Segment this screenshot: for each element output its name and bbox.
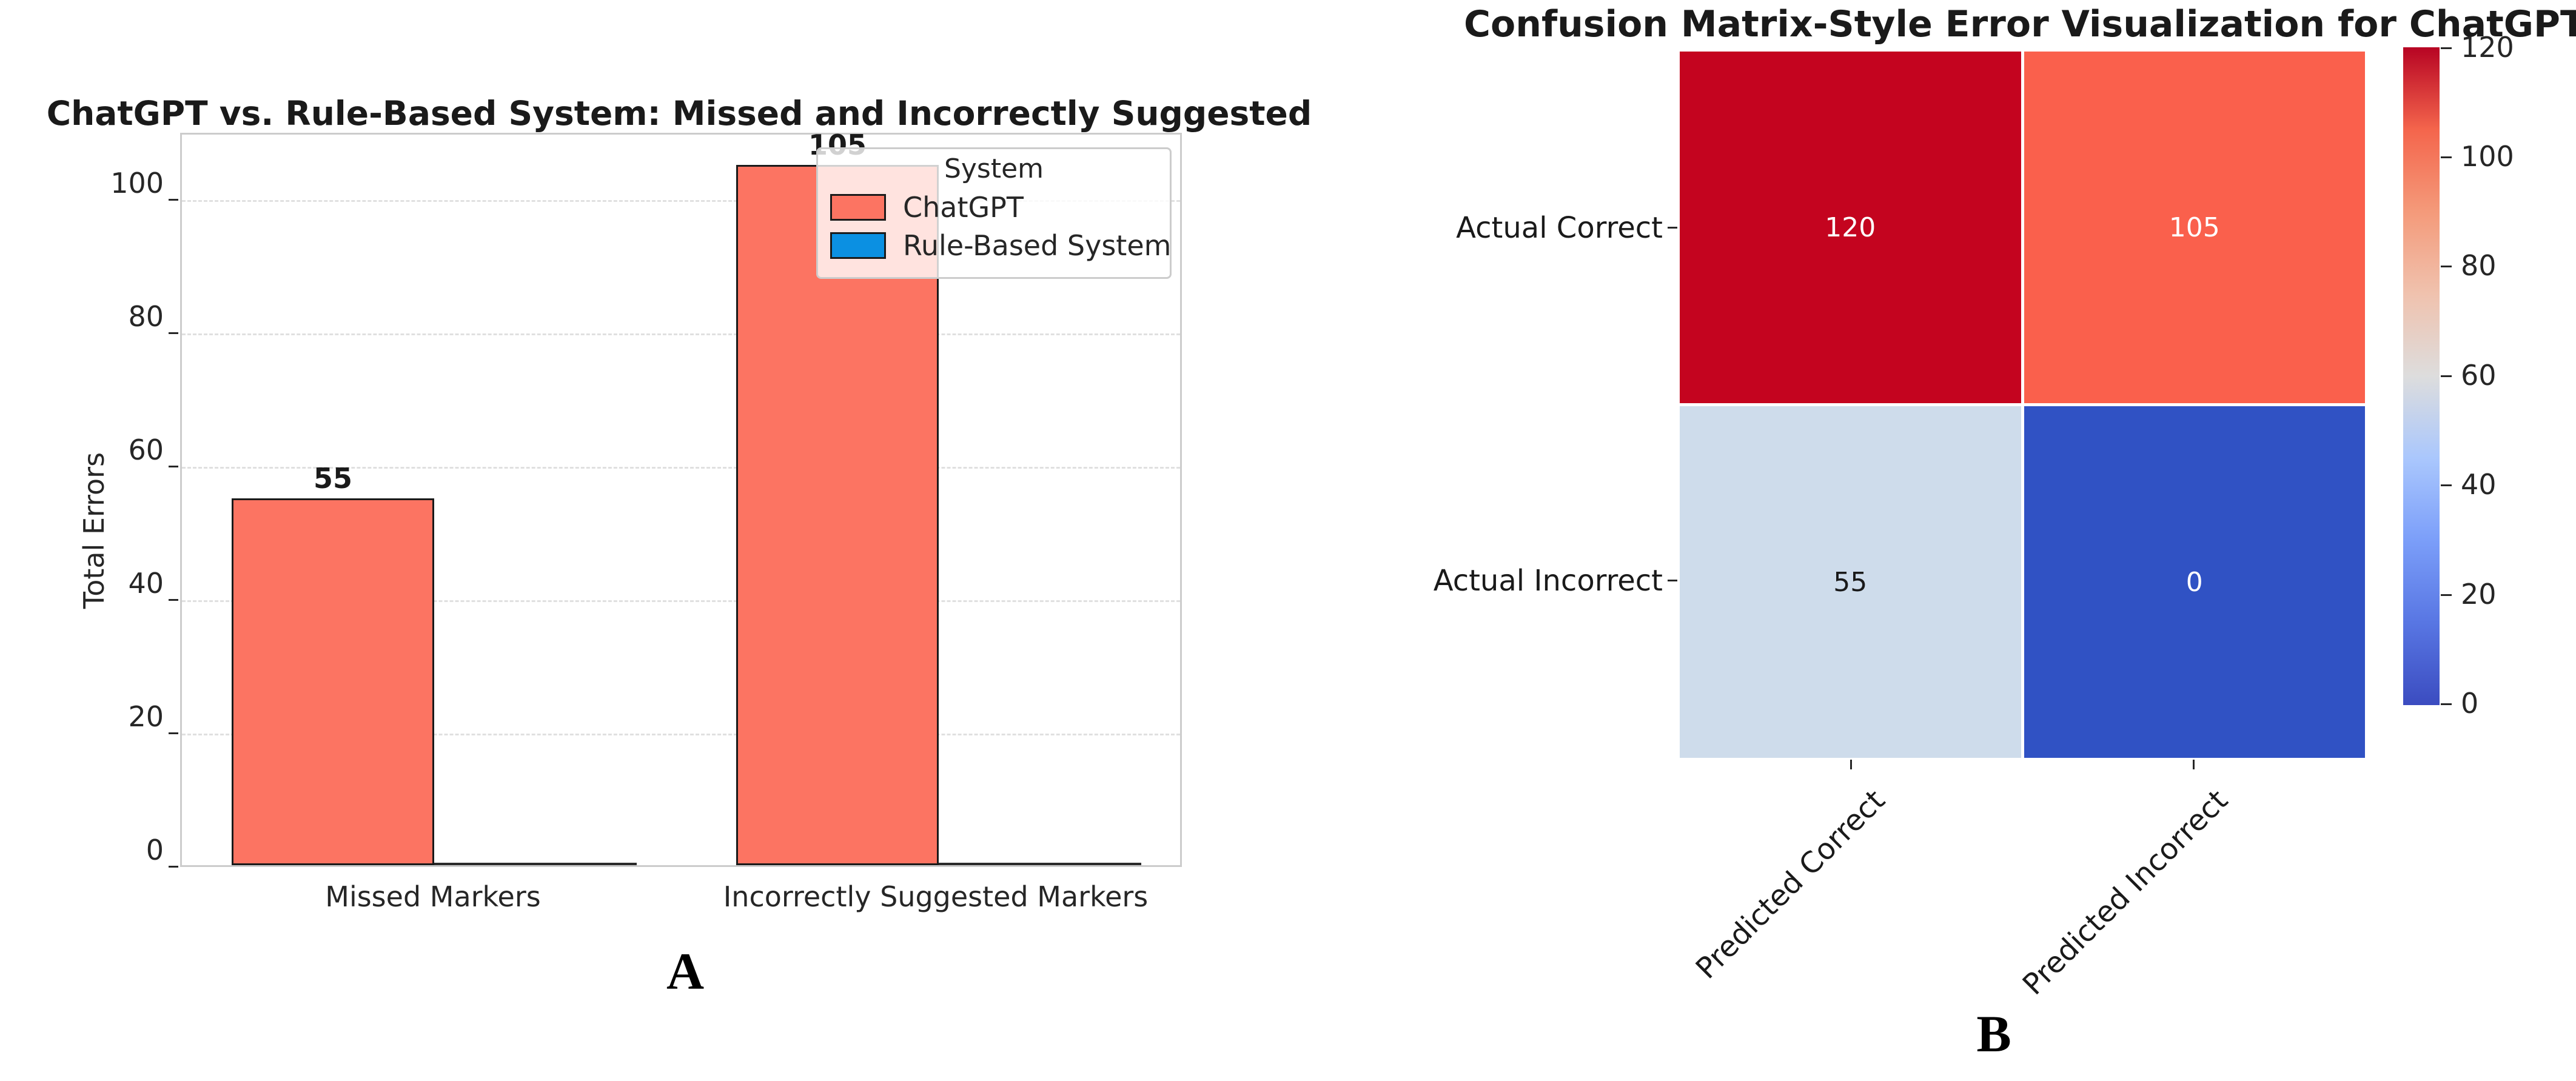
gridline-80 xyxy=(182,333,1180,335)
gridline-100 xyxy=(182,200,1180,202)
y-tick-20: 20 xyxy=(128,700,164,733)
col-tickmark xyxy=(2193,760,2195,769)
bar-chatgpt-incorrect-markers xyxy=(736,165,939,865)
gridline-20 xyxy=(182,734,1180,735)
panel-b-title: Confusion Matrix-Style Error Visualizati… xyxy=(1464,3,2576,45)
bar-rulebased-missed-markers xyxy=(434,863,637,865)
y-tick-40: 40 xyxy=(128,567,164,600)
legend-title: System xyxy=(944,153,1044,184)
colorbar-tick-80: 80 xyxy=(2461,249,2497,282)
colorbar-tickmark xyxy=(2441,375,2452,377)
heatmap-cell-actualincorrect-predictedincorrect: 0 xyxy=(2024,406,2365,758)
colorbar-tickmark xyxy=(2441,594,2452,596)
y-tickmark xyxy=(169,599,178,601)
colorbar-tickmark xyxy=(2441,47,2452,49)
y-tickmark xyxy=(169,199,178,201)
colorbar-tickmark xyxy=(2441,484,2452,486)
y-tickmark xyxy=(169,332,178,334)
panel-a-plot-area: 55 105 xyxy=(180,129,1182,867)
row-label-actual-correct: Actual Correct xyxy=(1456,211,1663,245)
x-tick-missed-markers: Missed Markers xyxy=(325,880,541,913)
bar-value-label: 55 xyxy=(313,462,352,495)
panel-a-letter: A xyxy=(666,942,705,1000)
bar-chatgpt-missed-markers xyxy=(232,498,434,865)
legend-entry-rulebased: Rule-Based System xyxy=(830,229,1172,262)
col-label-predicted-incorrect: Predicted Incorrect xyxy=(2016,783,2235,1002)
legend-label: Rule-Based System xyxy=(903,229,1172,262)
colorbar-tickmark xyxy=(2441,266,2452,267)
y-tick-100: 100 xyxy=(110,167,164,199)
y-tickmark xyxy=(169,732,178,734)
colorbar-tick-0: 0 xyxy=(2461,687,2479,720)
colorbar-tick-100: 100 xyxy=(2461,140,2514,173)
gridline-40 xyxy=(182,600,1180,602)
row-label-actual-incorrect: Actual Incorrect xyxy=(1433,564,1663,598)
colorbar-tick-120: 120 xyxy=(2461,31,2514,64)
gridline-60 xyxy=(182,467,1180,469)
y-tickmark xyxy=(169,866,178,868)
row-tickmark xyxy=(1668,227,1677,229)
y-tick-80: 80 xyxy=(128,300,164,333)
colorbar-tickmark xyxy=(2441,156,2452,158)
y-tickmark xyxy=(169,466,178,467)
heatmap-cell-actualcorrect-predictedcorrect: 120 xyxy=(1680,52,2021,403)
heatmap-cell-actualcorrect-predictedincorrect: 105 xyxy=(2024,52,2365,403)
colorbar xyxy=(2403,47,2440,705)
y-axis-label: Total Errors xyxy=(78,452,110,609)
colorbar-tickmark xyxy=(2441,703,2452,705)
heatmap-cell-actualincorrect-predictedcorrect: 55 xyxy=(1680,406,2021,758)
x-tick-incorrect-markers: Incorrectly Suggested Markers xyxy=(723,880,1149,913)
colorbar-tick-20: 20 xyxy=(2461,578,2497,611)
legend-label: ChatGPT xyxy=(903,191,1024,224)
y-tick-0: 0 xyxy=(146,834,164,866)
col-label-predicted-correct: Predicted Correct xyxy=(1689,783,1892,986)
legend-swatch-rulebased xyxy=(830,232,886,259)
bar-rulebased-incorrect-markers xyxy=(939,863,1141,865)
confusion-matrix-heatmap: 120 105 55 0 xyxy=(1680,52,2365,758)
legend-swatch-chatgpt xyxy=(830,194,886,221)
legend: System ChatGPT Rule-Based System xyxy=(816,147,1172,279)
row-tickmark xyxy=(1668,580,1677,581)
colorbar-tick-60: 60 xyxy=(2461,359,2497,392)
panel-b-letter: B xyxy=(1976,1005,2011,1063)
legend-entry-chatgpt: ChatGPT xyxy=(830,191,1170,224)
y-tick-60: 60 xyxy=(128,433,164,466)
col-tickmark xyxy=(1850,760,1852,769)
colorbar-tick-40: 40 xyxy=(2461,468,2497,501)
